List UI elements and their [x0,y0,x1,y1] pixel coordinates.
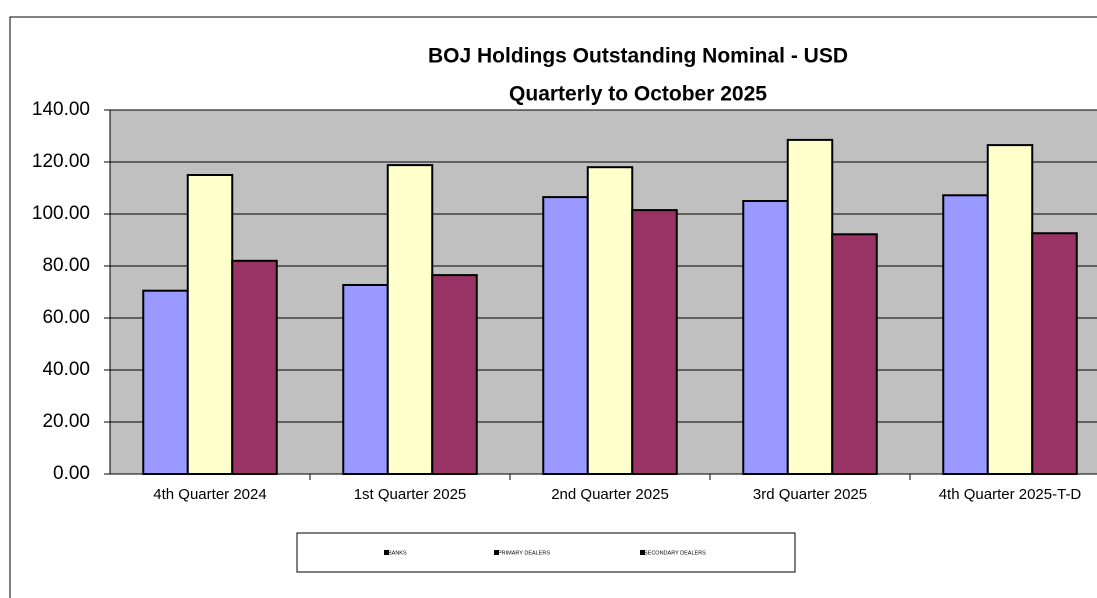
bar [631,209,678,475]
legend [296,532,796,573]
y-tick-label: 100.00 [32,203,90,224]
bar [542,196,589,475]
bar [586,166,634,475]
bar [786,138,834,475]
legend-label: BANKS [388,550,407,556]
bar [942,194,989,475]
x-tick-label: 3rd Quarter 2025 [753,486,867,503]
legend-marker [384,550,389,555]
legend-marker [494,550,499,555]
bar [342,283,389,476]
chart-title: BOJ Holdings Outstanding Nominal - USD [428,45,848,68]
legend-marker [640,550,645,555]
bar [142,289,189,476]
bar [986,144,1034,475]
bar [431,274,478,475]
y-tick-label: 0.00 [53,463,90,484]
bar [386,164,434,475]
bar [1031,232,1078,475]
y-tick-label: 60.00 [42,307,90,328]
x-tick-label: 2nd Quarter 2025 [551,486,669,503]
y-tick-label: 40.00 [42,359,90,380]
bar [831,233,878,475]
y-tick-label: 80.00 [42,255,90,276]
bar [231,259,278,475]
x-tick-label: 4th Quarter 2025-T-D [939,486,1082,503]
y-tick-label: 140.00 [32,99,90,120]
chart-subtitle: Quarterly to October 2025 [509,83,767,106]
x-tick-label: 4th Quarter 2024 [153,486,266,503]
x-tick-label: 1st Quarter 2025 [354,486,467,503]
y-tick-label: 20.00 [42,411,90,432]
bar [742,200,789,475]
bar [186,174,234,475]
y-tick-label: 120.00 [32,151,90,172]
legend-label: SECONDARY DEALERS [644,550,706,556]
legend-label: PRIMARY DEALERS [498,550,550,556]
